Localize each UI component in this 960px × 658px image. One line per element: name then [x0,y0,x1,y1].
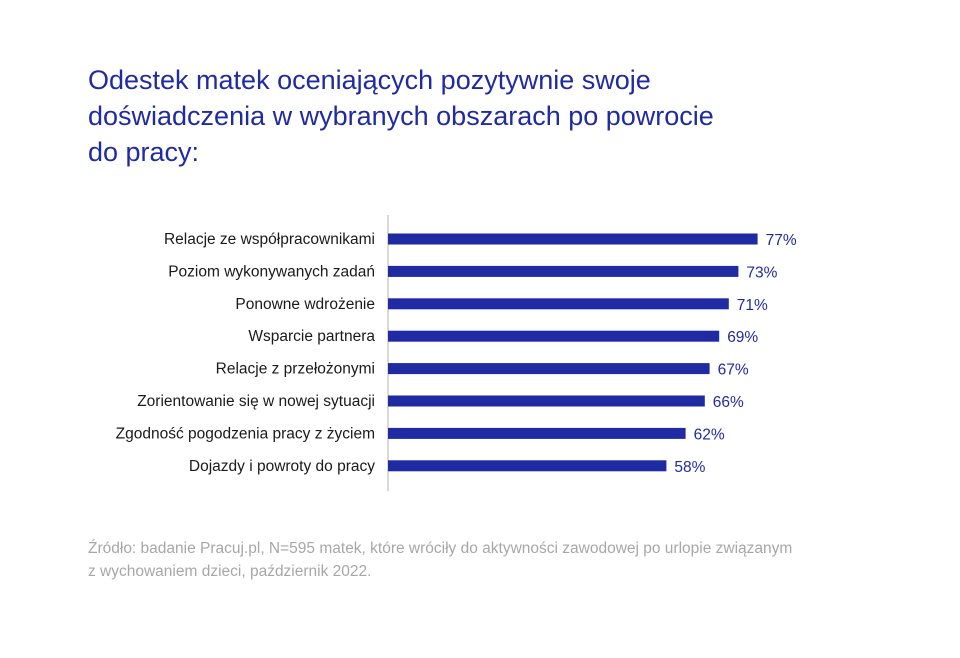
value-label: 77% [766,232,797,249]
category-label: Zorientowanie się w nowej sytuacji [137,393,375,410]
chart-title-line-1: Odestek matek oceniających pozytywnie sw… [88,65,651,95]
value-label: 73% [746,264,777,281]
bar [388,460,667,472]
bar [388,233,758,245]
category-label: Poziom wykonywanych zadań [168,263,375,280]
chart-title-line-2: doświadczenia w wybranych obszarach po p… [88,101,714,131]
bar [388,298,729,310]
source-line-1: Źródło: badanie Pracuj.pl, N=595 matek, … [88,540,793,557]
value-label: 62% [694,426,725,443]
bars-group: Relacje ze współpracownikami 77% Poziom wy… [116,231,797,476]
value-label: 66% [713,394,744,411]
value-label: 69% [727,329,758,346]
category-label: Relacje ze współpracownikami [164,231,375,248]
category-label: Relacje z przełożonymi [216,361,375,378]
chart-title-line-3: do pracy: [88,137,200,167]
category-label: Ponowne wdrożenie [235,296,375,313]
value-label: 67% [718,362,749,379]
bar [388,265,739,277]
value-label: 71% [737,297,768,314]
bar [388,330,720,342]
category-label: Dojazdy i powroty do pracy [189,458,375,475]
category-label: Wsparcie partnera [248,328,375,345]
category-label: Zgodność pogodzenia pracy z życiem [116,425,375,442]
chart-title: Odestek matek oceniających pozytywnie sw… [88,62,808,170]
source-line-2: z wychowaniem dzieci, październik 2022. [88,563,372,580]
bar [388,395,705,407]
bar [388,427,686,439]
bar-chart: Relacje ze współpracownikami 77% Poziom wy… [116,215,797,491]
bar [388,363,710,375]
value-label: 58% [674,459,705,476]
source-note: Źródło: badanie Pracuj.pl, N=595 matek, … [88,537,868,583]
